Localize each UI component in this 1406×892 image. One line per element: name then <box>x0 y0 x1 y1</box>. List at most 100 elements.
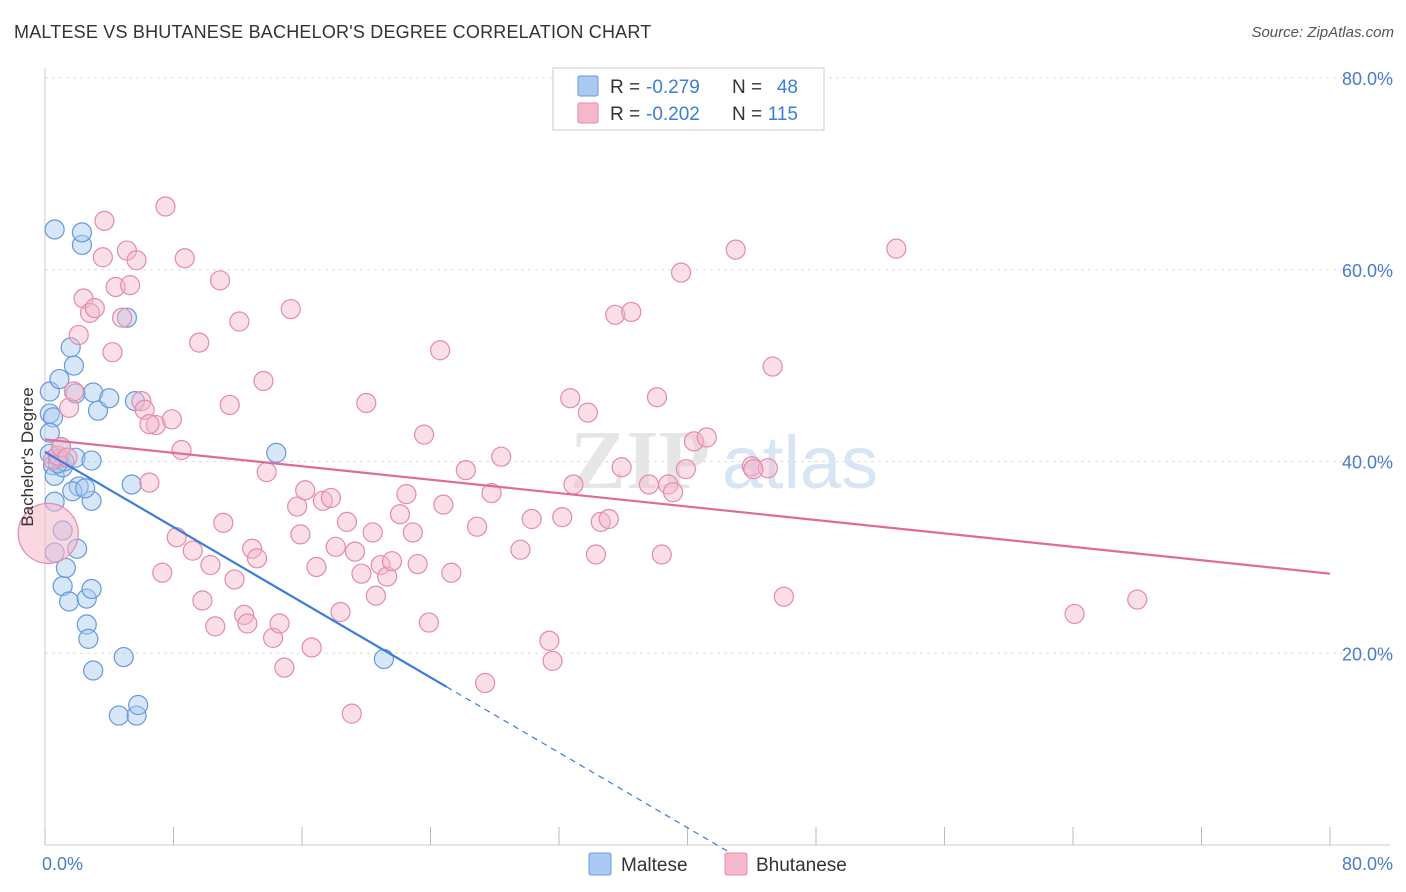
bhutanese-point <box>306 556 327 578</box>
maltese-point <box>266 442 287 463</box>
maltese-trend-extension <box>446 686 736 857</box>
bhutanese-point <box>611 457 632 478</box>
bhutanese-point <box>63 381 85 402</box>
maltese-points <box>39 219 395 726</box>
bhutanese-point <box>455 460 476 481</box>
bhutanese-point <box>341 703 362 724</box>
bhutanese-point <box>381 551 403 572</box>
bhutanese-point <box>253 370 274 392</box>
maltese-point <box>62 481 83 502</box>
bhutanese-point <box>491 446 512 467</box>
bhutanese-point <box>510 539 531 560</box>
bhutanese-point <box>229 311 250 332</box>
y-tick-label: 40.0% <box>1342 453 1393 473</box>
bhutanese-points <box>17 196 1148 724</box>
bhutanese-point <box>605 304 626 325</box>
bhutanese-point <box>120 274 141 296</box>
bhutanese-point <box>475 672 496 694</box>
legend-r-value-bhutanese: -0.202 <box>646 104 700 125</box>
maltese-point <box>108 705 129 726</box>
bhutanese-point <box>312 490 333 511</box>
bhutanese-point <box>84 298 105 319</box>
bhutanese-point <box>577 402 599 423</box>
legend-r-value-maltese: -0.279 <box>646 77 700 98</box>
bhutanese-point <box>105 276 126 298</box>
bhutanese-point <box>743 459 764 480</box>
bhutanese-point <box>370 554 391 576</box>
x-tick-marks <box>44 827 1331 845</box>
watermark-zip: ZIP <box>570 414 710 507</box>
bottom-legend-label-maltese: Maltese <box>621 855 688 876</box>
bhutanese-point <box>362 522 383 543</box>
bhutanese-point <box>237 613 258 634</box>
maltese-point <box>78 628 99 649</box>
legend-swatch-maltese <box>577 75 599 97</box>
bhutanese-point <box>325 536 346 557</box>
bhutanese-point <box>725 239 746 260</box>
legend-r-label-maltese: R = <box>610 77 640 98</box>
bhutanese-point <box>287 496 308 517</box>
bhutanese-point <box>256 461 277 483</box>
y-tick-labels: 20.0% 40.0% 60.0% 80.0% <box>1342 69 1393 664</box>
maltese-point <box>58 591 80 612</box>
bhutanese-point <box>466 516 488 537</box>
bhutanese-point <box>320 487 342 509</box>
maltese-point <box>39 422 60 443</box>
bhutanese-point <box>696 427 717 448</box>
maltese-point <box>126 705 147 726</box>
bhutanese-point <box>182 540 203 561</box>
legend-swatch-bhutanese <box>577 102 599 124</box>
bhutanese-point <box>139 472 160 493</box>
bhutanese-point <box>224 569 245 590</box>
bhutanese-point <box>213 512 234 533</box>
bhutanese-point <box>638 474 660 495</box>
maltese-point <box>99 388 120 409</box>
source-label: Source: ZipAtlas.com <box>1251 24 1394 41</box>
trend-lines <box>44 438 1331 857</box>
bhutanese-point <box>152 562 173 583</box>
bhutanese-point <box>481 483 502 504</box>
bhutanese-point <box>192 590 213 611</box>
legend-n-label-bhutanese: N = <box>732 104 762 125</box>
bhutanese-point <box>189 332 210 353</box>
bhutanese-point <box>590 511 611 533</box>
bhutanese-point <box>174 248 195 269</box>
bhutanese-point <box>389 504 411 525</box>
maltese-point <box>76 588 97 609</box>
maltese-point <box>42 407 64 428</box>
stats-legend: R = -0.279 N = 48 R = -0.202 N = 115 <box>552 67 825 131</box>
bhutanese-point <box>1064 603 1085 625</box>
bhutanese-point <box>418 612 439 633</box>
bottom-legend-swatch-maltese <box>588 852 612 876</box>
legend-n-label-maltese: N = <box>732 77 762 98</box>
bhutanese-point <box>757 458 778 479</box>
axes <box>44 68 1390 846</box>
bhutanese-point <box>773 586 794 607</box>
bhutanese-point <box>161 409 182 430</box>
maltese-point <box>44 219 65 240</box>
bhutanese-trend-line <box>44 438 1331 575</box>
bhutanese-point <box>670 262 692 283</box>
y-tick-label: 20.0% <box>1342 644 1393 664</box>
maltese-point <box>49 368 70 390</box>
bhutanese-point <box>598 508 619 530</box>
legend-n-value-bhutanese: 115 <box>768 104 798 125</box>
maltese-point <box>75 478 96 499</box>
bhutanese-point <box>102 342 123 363</box>
maltese-point <box>76 614 97 635</box>
bhutanese-point <box>280 298 301 320</box>
bhutanese-point <box>200 554 221 576</box>
legend-n-value-maltese: 48 <box>777 77 798 98</box>
bhutanese-point <box>621 301 642 323</box>
bhutanese-point <box>651 544 672 565</box>
bhutanese-point <box>762 356 783 377</box>
maltese-point <box>71 222 93 243</box>
bhutanese-point <box>402 522 423 543</box>
grid-lines <box>45 77 1390 654</box>
bhutanese-point <box>242 538 263 559</box>
bhutanese-point <box>356 392 377 414</box>
maltese-point <box>55 557 76 579</box>
bhutanese-point <box>209 270 231 291</box>
bhutanese-point <box>145 414 166 436</box>
